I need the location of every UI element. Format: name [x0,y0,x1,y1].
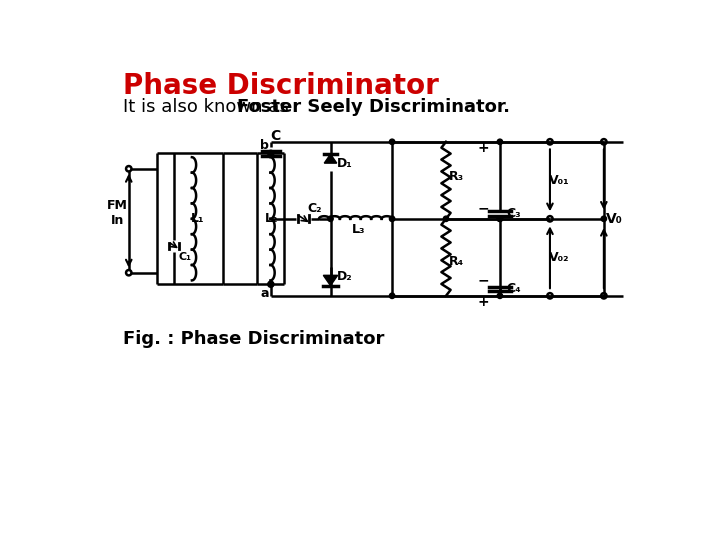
Circle shape [498,216,503,221]
Text: Phase Discriminator: Phase Discriminator [122,72,438,100]
Text: L₁: L₁ [192,212,204,225]
Polygon shape [323,275,338,286]
Text: R₄: R₄ [449,255,464,268]
Text: +: + [477,295,489,309]
Text: Foster Seely Discriminator.: Foster Seely Discriminator. [237,98,510,116]
Circle shape [268,281,274,287]
Circle shape [390,216,395,221]
Text: V₀: V₀ [606,212,623,226]
Text: C₁: C₁ [179,252,192,261]
Text: C₃: C₃ [506,207,521,220]
Text: −: − [477,201,489,215]
Text: FM
In: FM In [107,199,127,227]
Circle shape [390,139,395,145]
Circle shape [601,216,606,221]
Circle shape [498,293,503,299]
Circle shape [268,150,274,157]
Text: −: − [477,273,489,287]
Text: L₂: L₂ [264,212,278,225]
Polygon shape [324,154,337,163]
Text: V₀₂: V₀₂ [549,251,570,264]
Text: R₃: R₃ [449,170,464,183]
Circle shape [444,216,449,221]
Text: a: a [261,287,269,300]
Circle shape [390,293,395,299]
Circle shape [498,139,503,145]
Text: Fig. : Phase Discriminator: Fig. : Phase Discriminator [122,330,384,348]
Text: C: C [270,129,281,143]
Text: L₃: L₃ [352,223,366,236]
Text: C₄: C₄ [506,282,521,295]
Text: D₁: D₁ [336,157,352,170]
Circle shape [498,216,503,221]
Text: +: + [477,141,489,155]
Text: It is also known as: It is also known as [122,98,294,116]
Text: V₀₁: V₀₁ [549,174,570,187]
Text: D₂: D₂ [336,270,352,283]
Text: C₂: C₂ [307,201,322,214]
Text: b: b [260,139,269,152]
Circle shape [328,216,333,221]
